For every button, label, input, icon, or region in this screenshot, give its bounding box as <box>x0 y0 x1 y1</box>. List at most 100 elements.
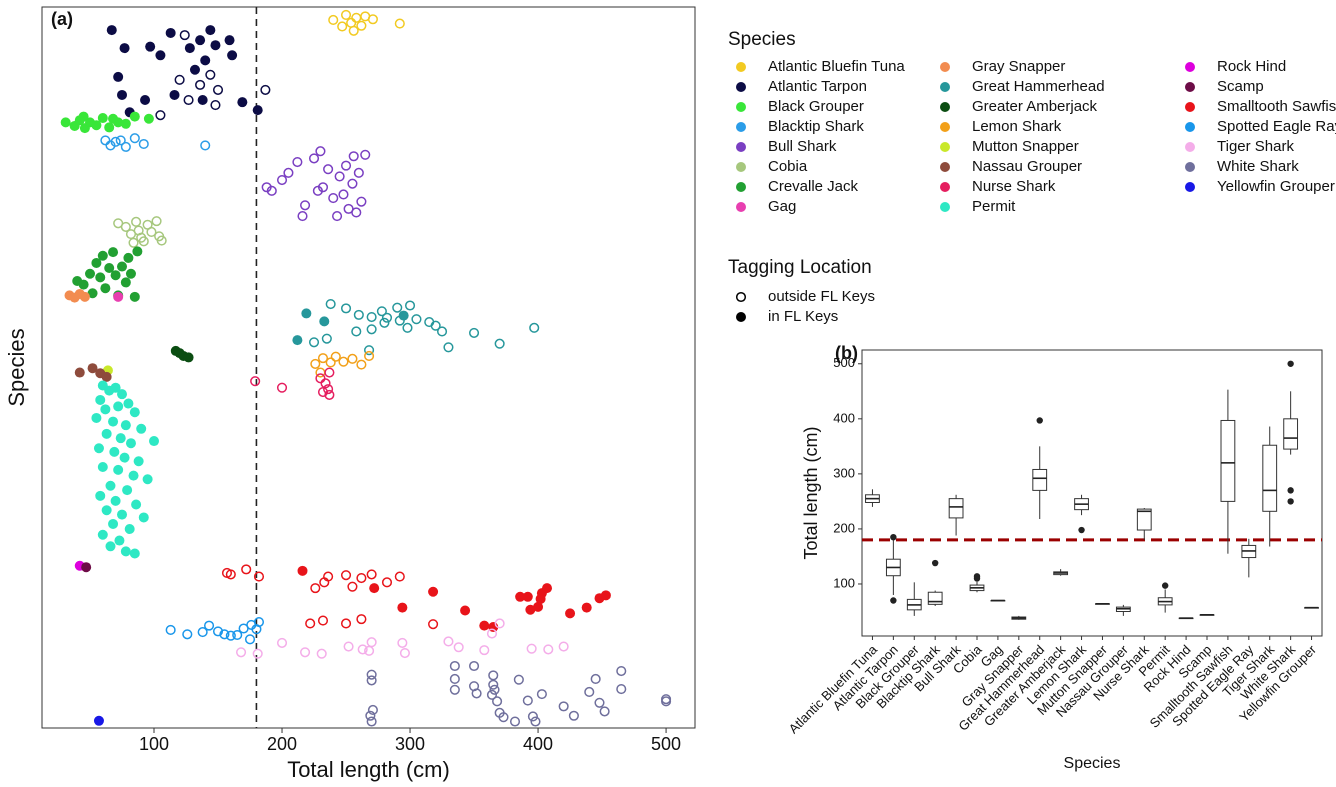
data-point <box>104 263 115 274</box>
legend-swatch <box>940 142 950 152</box>
data-point <box>312 185 323 196</box>
data-point <box>340 570 352 581</box>
data-point <box>200 55 211 66</box>
legend-swatch <box>940 162 950 172</box>
data-point <box>347 178 358 189</box>
legend-label: Tiger Shark <box>1217 138 1294 155</box>
data-point <box>115 433 126 444</box>
data-point <box>411 314 422 325</box>
panel-label: (a) <box>51 9 73 29</box>
data-point <box>404 300 416 311</box>
data-point <box>594 697 605 708</box>
data-point <box>330 351 341 362</box>
x-axis-label: Total length (cm) <box>287 757 450 782</box>
data-point <box>174 74 185 85</box>
data-point <box>297 565 308 576</box>
data-point <box>323 384 334 395</box>
data-point <box>113 401 124 412</box>
data-point <box>522 695 533 706</box>
legend-label: outside FL Keys <box>768 288 875 305</box>
outlier <box>1036 417 1043 424</box>
box <box>927 591 943 605</box>
data-point <box>197 627 208 638</box>
data-point <box>195 79 206 90</box>
data-point <box>93 443 104 454</box>
legend-swatch <box>736 162 746 172</box>
data-point <box>179 30 190 41</box>
data-point <box>353 309 364 320</box>
data-point <box>527 711 538 722</box>
data-point <box>120 141 131 152</box>
data-point <box>95 490 106 501</box>
data-point <box>364 345 375 356</box>
data-point <box>565 608 576 619</box>
data-point <box>119 452 130 463</box>
legend-swatch <box>736 312 746 322</box>
outlier <box>890 533 897 541</box>
data-point <box>443 636 454 647</box>
data-point <box>276 382 288 393</box>
data-point <box>398 310 409 321</box>
data-point <box>366 324 377 335</box>
data-point <box>105 480 116 491</box>
data-point <box>348 25 359 36</box>
data-point <box>300 647 311 658</box>
outlier <box>1161 582 1169 589</box>
data-point <box>108 247 119 258</box>
data-point <box>381 577 393 588</box>
data-point <box>325 357 336 368</box>
outlier <box>1287 487 1294 494</box>
legend-label: Lemon Shark <box>972 118 1062 135</box>
data-point <box>366 669 377 680</box>
y-axis-label: Species <box>4 328 29 406</box>
data-point <box>351 207 362 218</box>
box <box>1220 419 1236 502</box>
legend-label: Rock Hind <box>1217 58 1286 75</box>
data-point <box>488 670 499 681</box>
data-point <box>115 135 126 146</box>
data-point <box>104 122 115 133</box>
legend-label: Cobia <box>768 158 808 175</box>
data-point <box>364 350 375 362</box>
data-point <box>224 35 235 46</box>
data-point <box>210 40 221 51</box>
data-point <box>93 715 104 726</box>
data-point <box>252 105 263 116</box>
data-point <box>366 675 377 686</box>
legend-swatch <box>736 202 746 212</box>
data-point <box>356 196 367 207</box>
data-point <box>155 50 166 61</box>
data-point <box>590 673 601 685</box>
data-point <box>661 696 672 707</box>
data-point <box>97 461 108 472</box>
data-point <box>156 235 167 246</box>
legend-label: Gray Snapper <box>972 58 1065 75</box>
data-point <box>340 9 352 20</box>
data-point <box>310 583 321 594</box>
outlier <box>1287 360 1294 367</box>
data-point <box>155 110 166 121</box>
legend-swatch <box>1185 182 1195 192</box>
data-point <box>252 648 263 659</box>
data-point <box>351 326 362 337</box>
data-point <box>266 185 277 196</box>
data-point <box>353 167 364 178</box>
legend-label: Mutton Snapper <box>972 138 1079 155</box>
data-point <box>100 283 111 294</box>
data-point <box>205 25 216 36</box>
data-point <box>453 642 464 653</box>
data-point <box>95 394 106 405</box>
data-point <box>492 696 503 707</box>
data-point <box>428 619 439 630</box>
data-point <box>513 674 524 685</box>
data-point <box>525 604 536 615</box>
data-point <box>486 689 498 700</box>
data-point <box>337 21 348 32</box>
legend-swatch <box>940 122 950 132</box>
data-point <box>316 648 327 659</box>
data-point <box>97 529 108 540</box>
x-axis-label: Species <box>1064 755 1121 772</box>
data-point <box>125 438 136 449</box>
data-point <box>253 616 265 628</box>
